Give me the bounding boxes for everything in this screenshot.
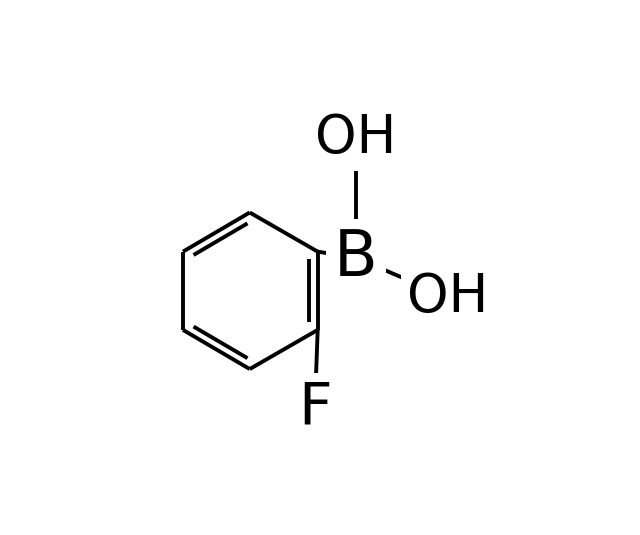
- Text: B: B: [334, 227, 378, 289]
- Text: OH: OH: [316, 112, 397, 164]
- Text: F: F: [298, 380, 332, 437]
- Text: OH: OH: [407, 271, 488, 323]
